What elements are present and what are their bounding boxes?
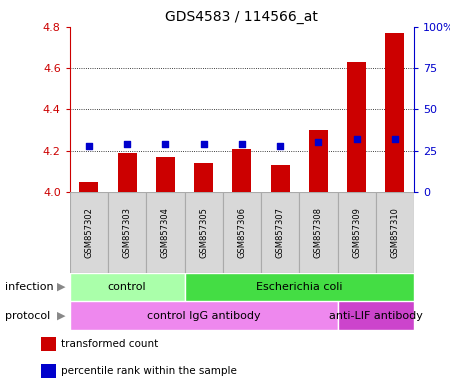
Text: GSM857303: GSM857303 xyxy=(122,207,131,258)
Bar xyxy=(70,192,108,273)
Point xyxy=(391,136,399,142)
Text: GSM857308: GSM857308 xyxy=(314,207,323,258)
Text: infection: infection xyxy=(4,282,53,292)
Text: GSM857306: GSM857306 xyxy=(238,207,247,258)
Bar xyxy=(70,301,338,330)
Bar xyxy=(299,192,338,273)
Text: GSM857307: GSM857307 xyxy=(275,207,284,258)
Text: GSM857309: GSM857309 xyxy=(352,207,361,258)
Title: GDS4583 / 114566_at: GDS4583 / 114566_at xyxy=(166,10,318,25)
Text: control: control xyxy=(108,282,146,292)
Point xyxy=(315,139,322,146)
Bar xyxy=(309,130,328,192)
Point xyxy=(200,141,207,147)
Text: anti-LIF antibody: anti-LIF antibody xyxy=(329,311,423,321)
Bar xyxy=(184,273,414,301)
Point xyxy=(238,141,246,147)
Bar xyxy=(108,192,146,273)
Text: GSM857310: GSM857310 xyxy=(391,207,400,258)
Text: GSM857304: GSM857304 xyxy=(161,207,170,258)
Bar xyxy=(146,192,184,273)
Bar xyxy=(79,182,99,192)
Text: transformed count: transformed count xyxy=(61,339,158,349)
Text: Escherichia coli: Escherichia coli xyxy=(256,282,342,292)
Bar xyxy=(40,364,56,377)
Text: ▶: ▶ xyxy=(57,282,65,292)
Bar xyxy=(261,192,299,273)
Bar xyxy=(70,273,184,301)
Bar xyxy=(338,301,414,330)
Text: GSM857302: GSM857302 xyxy=(85,207,94,258)
Point xyxy=(162,141,169,147)
Bar xyxy=(223,192,261,273)
Bar xyxy=(347,62,366,192)
Text: control IgG antibody: control IgG antibody xyxy=(147,311,261,321)
Bar xyxy=(117,153,137,192)
Bar xyxy=(40,337,56,351)
Text: GSM857305: GSM857305 xyxy=(199,207,208,258)
Point xyxy=(276,143,284,149)
Bar xyxy=(385,33,405,192)
Bar xyxy=(376,192,414,273)
Text: percentile rank within the sample: percentile rank within the sample xyxy=(61,366,237,376)
Bar xyxy=(184,192,223,273)
Bar xyxy=(232,149,252,192)
Point xyxy=(353,136,360,142)
Bar xyxy=(194,163,213,192)
Text: ▶: ▶ xyxy=(57,311,65,321)
Bar xyxy=(338,192,376,273)
Point xyxy=(86,143,93,149)
Point xyxy=(123,141,130,147)
Bar xyxy=(156,157,175,192)
Bar xyxy=(270,165,290,192)
Text: protocol: protocol xyxy=(4,311,50,321)
